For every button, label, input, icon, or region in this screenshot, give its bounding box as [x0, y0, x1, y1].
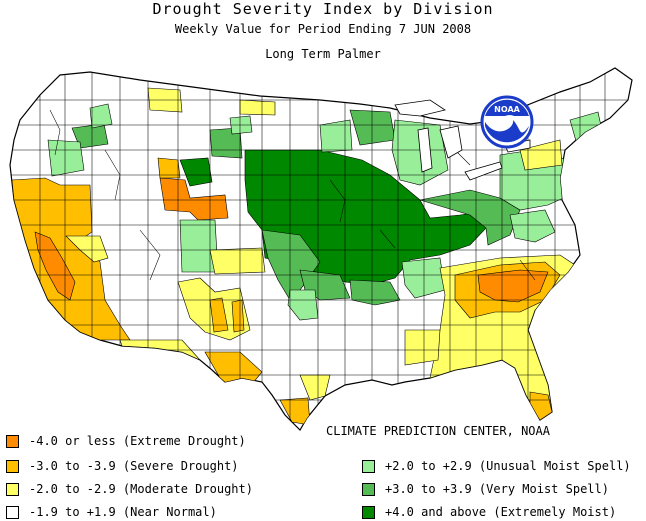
- legend-label: -2.0 to -2.9 (Moderate Drought): [29, 482, 253, 496]
- legend-swatch: [362, 482, 375, 496]
- legend-label: -4.0 or less (Extreme Drought): [29, 434, 246, 448]
- region-moderate-drought-ne-coast: [519, 139, 563, 171]
- legend-swatch: [6, 505, 19, 519]
- region-unusual-moist-ks: [287, 289, 319, 321]
- map-subtitle: Weekly Value for Period Ending 7 JUN 200…: [174, 22, 472, 36]
- legend-swatch: [362, 505, 375, 519]
- legend-item-near-normal: -1.9 to +1.9 (Near Normal): [6, 503, 217, 521]
- lake-superior: [394, 99, 446, 117]
- region-moderate-drought-az: [209, 247, 266, 275]
- region-extreme-drought-idaho-wyoming: [159, 177, 229, 221]
- legend-swatch: [6, 459, 19, 473]
- region-very-moist-ar: [349, 279, 401, 306]
- credit-text: CLIMATE PREDICTION CENTER, NOAA: [326, 424, 550, 438]
- region-severe-drought-nw: [157, 157, 181, 179]
- legend-label: +3.0 to +3.9 (Very Moist Spell): [385, 482, 609, 496]
- legend-item-extreme-drought: -4.0 or less (Extreme Drought): [6, 432, 246, 450]
- legend-label: -3.0 to -3.9 (Severe Drought): [29, 459, 239, 473]
- legend-label: +2.0 to +2.9 (Unusual Moist Spell): [385, 459, 631, 473]
- legend-label: +4.0 and above (Extremely Moist): [385, 505, 617, 519]
- lake-erie: [464, 161, 503, 181]
- region-extreme-drought-se: [477, 269, 549, 303]
- region-very-moist-oh-valley: [419, 189, 521, 246]
- region-unusual-moist-va: [509, 209, 556, 243]
- division-boundaries: [10, 68, 632, 430]
- map-title: Drought Severity Index by Division: [152, 0, 494, 18]
- legend-item-unusual-moist: +2.0 to +2.9 (Unusual Moist Spell): [362, 457, 631, 475]
- legend-label: -1.9 to +1.9 (Near Normal): [29, 505, 217, 519]
- region-unusual-moist-colorado: [179, 219, 219, 273]
- legend-swatch: [6, 482, 19, 496]
- region-moderate-drought-nevada: [65, 235, 109, 263]
- legend-swatch: [6, 434, 19, 448]
- region-moderate-drought-nd: [239, 99, 276, 116]
- region-very-moist-mt: [209, 127, 243, 159]
- legend-item-extremely-moist: +4.0 and above (Extremely Moist): [362, 503, 616, 521]
- noaa-logo-text: NOAA: [494, 105, 520, 114]
- legend-item-severe-drought: -3.0 to -3.9 (Severe Drought): [6, 457, 239, 475]
- region-severe-drought-nm: [209, 297, 229, 333]
- region-moderate-drought-az-south: [119, 339, 201, 361]
- region-unusual-moist-wa-or: [47, 139, 85, 177]
- region-unusual-moist-mt: [89, 103, 113, 129]
- legend-item-moderate-drought: -2.0 to -2.9 (Moderate Drought): [6, 480, 253, 498]
- lake-huron: [439, 125, 463, 159]
- region-unusual-moist-ms: [401, 257, 446, 299]
- noaa-logo-icon: NOAA: [480, 95, 534, 149]
- region-severe-drought-nm2: [231, 299, 245, 333]
- index-name: Long Term Palmer: [265, 47, 381, 61]
- region-extremely-moist-nw-wy: [179, 157, 213, 187]
- region-moderate-drought-la: [404, 329, 441, 366]
- legend-swatch: [362, 459, 375, 473]
- legend-item-very-moist: +3.0 to +3.9 (Very Moist Spell): [362, 480, 609, 498]
- lake-michigan: [417, 127, 433, 173]
